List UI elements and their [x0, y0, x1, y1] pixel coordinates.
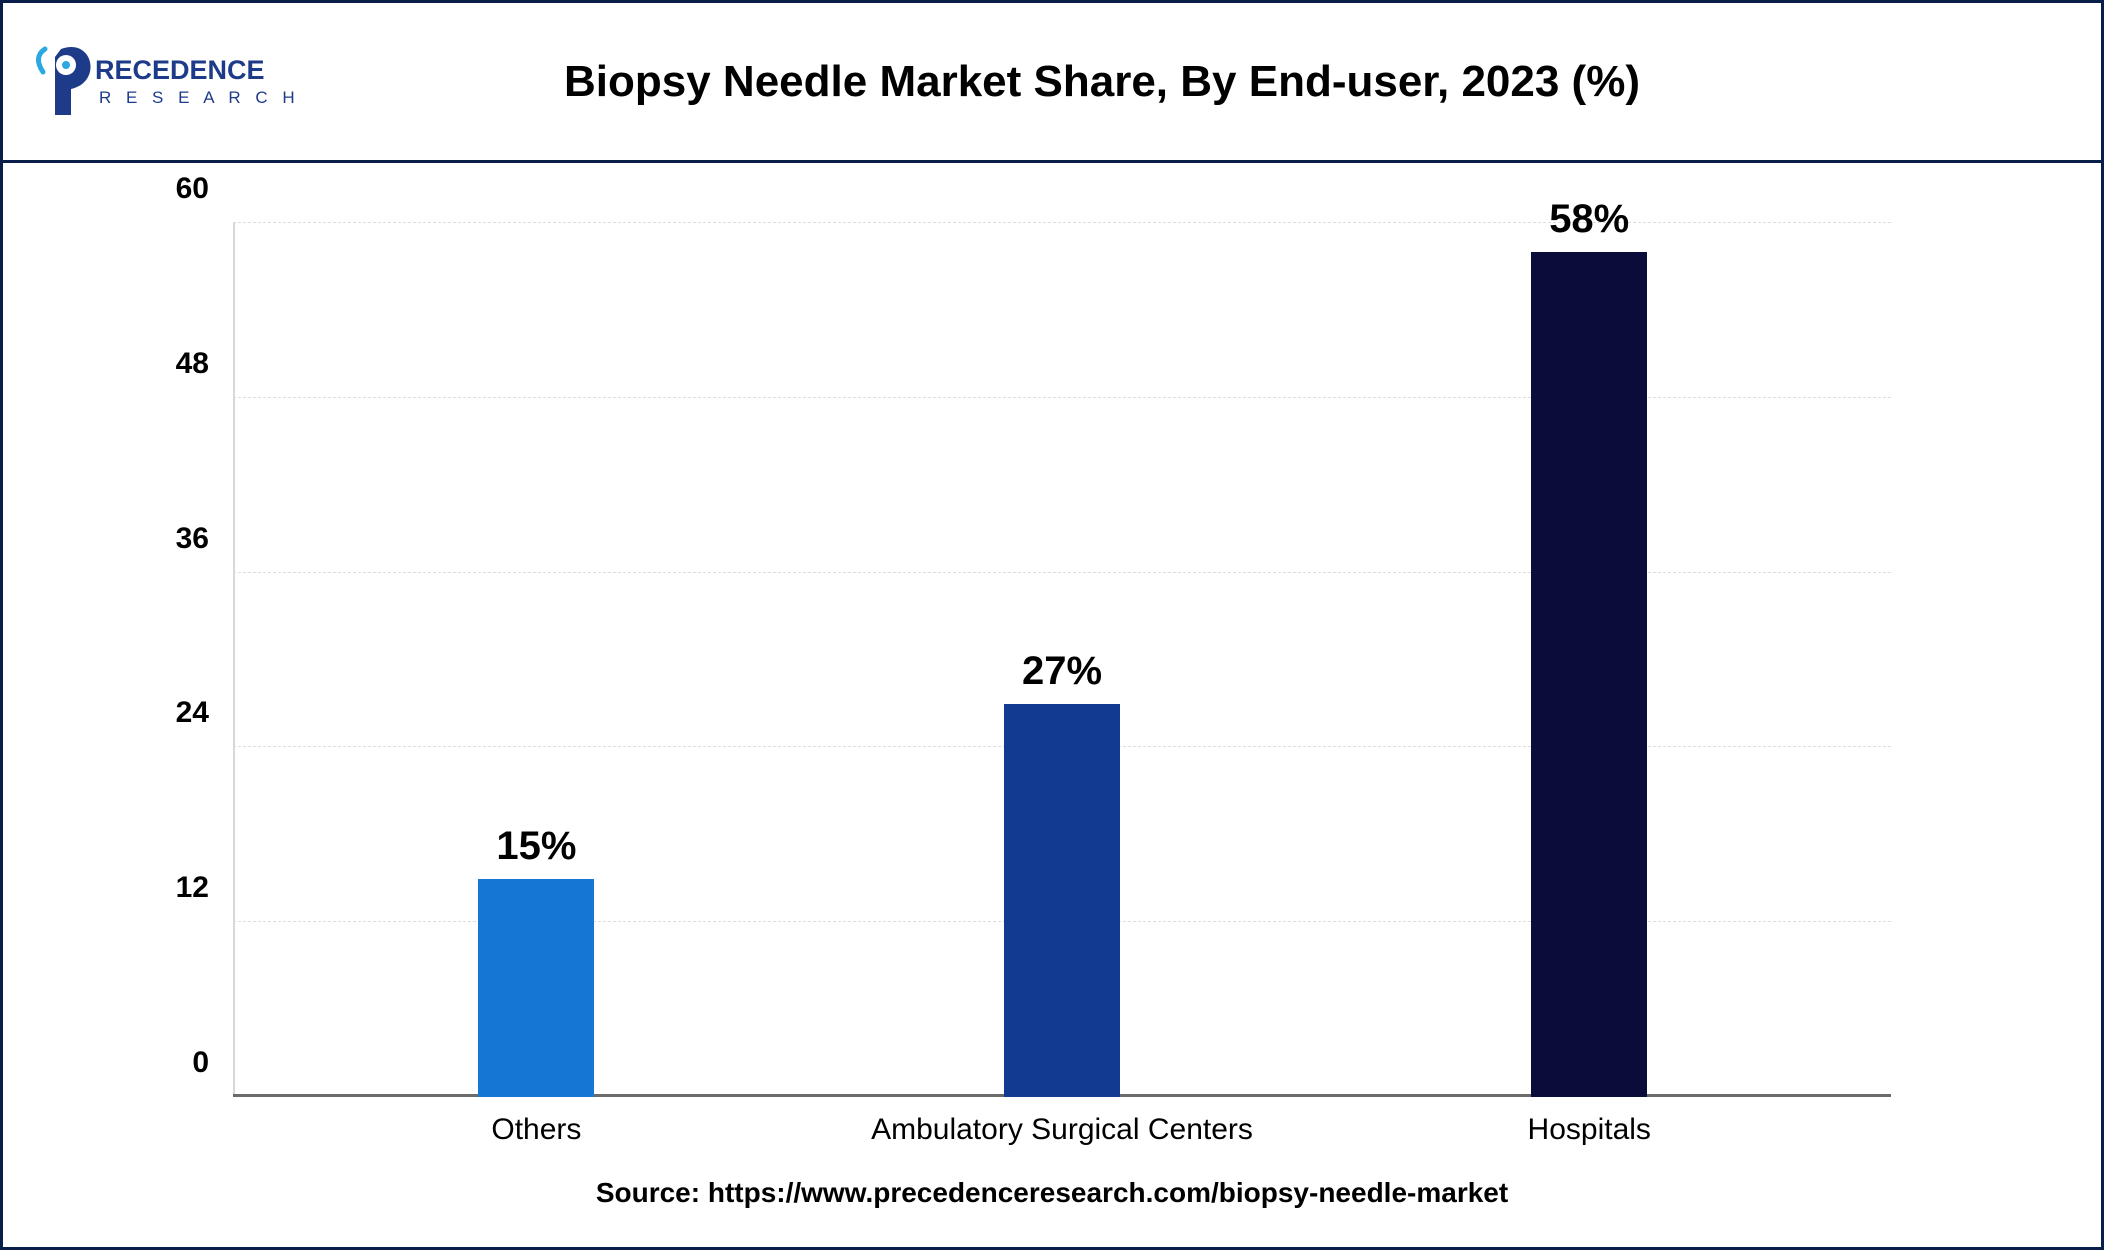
- y-axis-line: [233, 223, 235, 1097]
- header-row: RECEDENCE R E S E A R C H Biopsy Needle …: [3, 3, 2101, 163]
- chart-area: 0122436486015%Others27%Ambulatory Surgic…: [3, 163, 2101, 1247]
- logo-text-bottom: R E S E A R C H: [99, 88, 300, 107]
- bar-value-label: 15%: [496, 824, 576, 879]
- source-url: https://www.precedenceresearch.com/biops…: [708, 1177, 1508, 1208]
- plot-region: 0122436486015%Others27%Ambulatory Surgic…: [233, 223, 1891, 1097]
- y-tick-label: 48: [176, 347, 233, 381]
- logo-text-top: RECEDENCE: [95, 55, 265, 85]
- bar: 27%: [1004, 704, 1120, 1097]
- y-tick-label: 0: [192, 1046, 233, 1080]
- logo: RECEDENCE R E S E A R C H: [33, 37, 313, 127]
- x-category-label: Others: [491, 1097, 581, 1147]
- bar: 15%: [478, 879, 594, 1098]
- grid-line: [233, 222, 1891, 223]
- bar-value-label: 27%: [1022, 649, 1102, 704]
- chart-title: Biopsy Needle Market Share, By End-user,…: [313, 57, 2071, 107]
- y-tick-label: 12: [176, 871, 233, 905]
- x-category-label: Ambulatory Surgical Centers: [871, 1097, 1253, 1147]
- bar-value-label: 58%: [1549, 197, 1629, 252]
- bar: 58%: [1531, 252, 1647, 1097]
- y-tick-label: 24: [176, 696, 233, 730]
- precedence-logo-icon: RECEDENCE R E S E A R C H: [33, 37, 313, 127]
- y-tick-label: 36: [176, 522, 233, 556]
- source-citation: Source: https://www.precedenceresearch.c…: [3, 1177, 2101, 1209]
- x-category-label: Hospitals: [1528, 1097, 1651, 1147]
- source-prefix: Source:: [596, 1177, 708, 1208]
- chart-frame: RECEDENCE R E S E A R C H Biopsy Needle …: [0, 0, 2104, 1250]
- y-tick-label: 60: [176, 172, 233, 206]
